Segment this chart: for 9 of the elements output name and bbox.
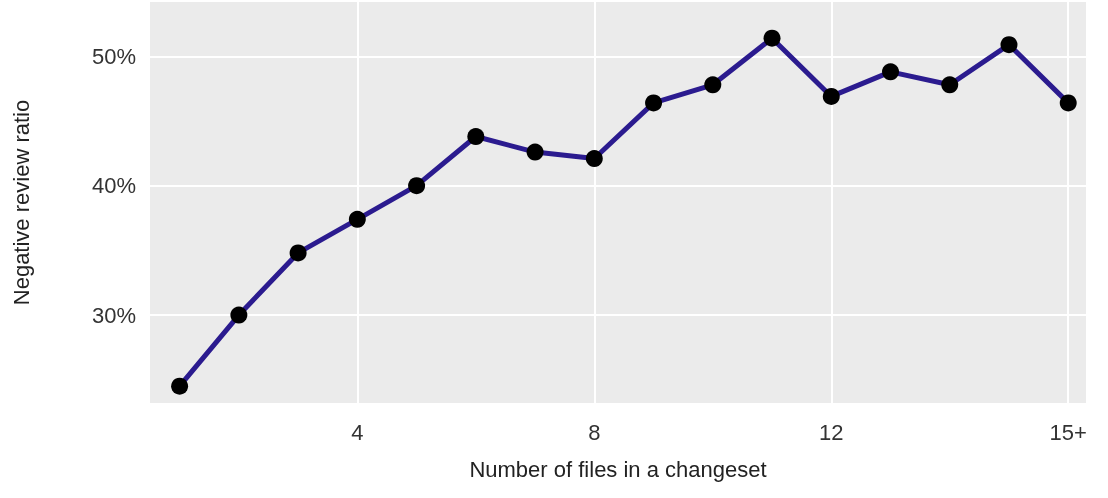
x-tick-label: 8	[588, 419, 601, 445]
x-axis-title: Number of files in a changeset	[469, 456, 767, 482]
y-tick-label: 40%	[91, 173, 136, 199]
y-tick-label: 30%	[91, 302, 136, 328]
x-tick-label: 4	[351, 419, 364, 445]
y-axis-title: Negative review ratio	[8, 99, 34, 306]
y-tick-label: 50%	[91, 43, 136, 69]
x-tick-label: 12	[819, 419, 844, 445]
x-tick-label: 15+	[1049, 419, 1087, 445]
